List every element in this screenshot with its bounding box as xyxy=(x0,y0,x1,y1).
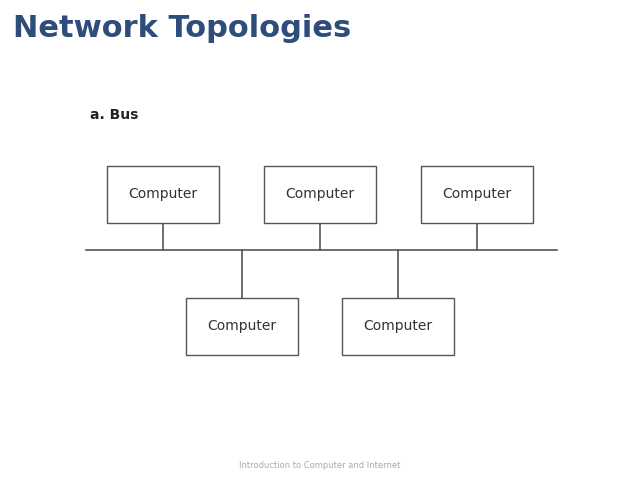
FancyBboxPatch shape xyxy=(264,166,376,223)
FancyBboxPatch shape xyxy=(421,166,532,223)
Text: Introduction to Computer and Internet: Introduction to Computer and Internet xyxy=(239,461,401,470)
Text: Computer: Computer xyxy=(285,187,355,202)
Text: a. Bus: a. Bus xyxy=(90,108,138,122)
FancyBboxPatch shape xyxy=(108,166,219,223)
FancyBboxPatch shape xyxy=(342,298,454,355)
Text: Computer: Computer xyxy=(364,319,433,334)
Text: Computer: Computer xyxy=(207,319,276,334)
Text: Computer: Computer xyxy=(442,187,511,202)
Text: Computer: Computer xyxy=(129,187,198,202)
FancyBboxPatch shape xyxy=(186,298,298,355)
Text: Network Topologies: Network Topologies xyxy=(13,14,351,43)
